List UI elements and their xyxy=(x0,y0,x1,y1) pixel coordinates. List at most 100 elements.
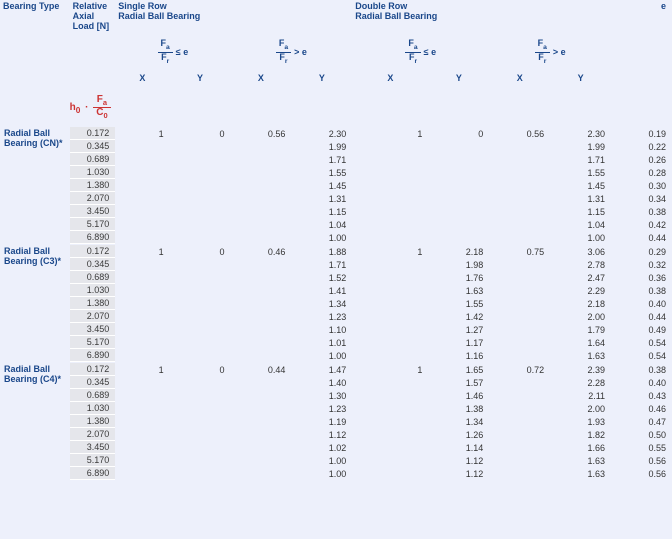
data-cell: 2.18 xyxy=(428,245,489,258)
data-cell: 0.38 xyxy=(611,363,672,376)
data-cell: 1.57 xyxy=(428,376,489,389)
data-cell xyxy=(230,415,291,428)
data-cell: 1.19 xyxy=(291,415,352,428)
data-cell xyxy=(489,402,550,415)
data-cell: 1.40 xyxy=(291,376,352,389)
data-cell xyxy=(489,153,550,166)
data-cell: 1.34 xyxy=(428,415,489,428)
data-cell xyxy=(489,258,550,271)
relative-load-cell: 2.070 xyxy=(70,192,116,205)
data-cell: 1.00 xyxy=(291,349,352,362)
data-cell: 1.12 xyxy=(291,428,352,441)
data-cell xyxy=(230,454,291,467)
data-cell xyxy=(115,323,169,336)
table-row: 5.1701.001.121.630.56 xyxy=(0,454,672,467)
hdr-e: e xyxy=(611,0,672,35)
relative-load-cell: 0.345 xyxy=(70,258,116,271)
data-cell: 0 xyxy=(428,127,489,140)
relative-load-cell: 3.450 xyxy=(70,205,116,218)
relative-load-cell: 0.689 xyxy=(70,153,116,166)
data-cell: 0.55 xyxy=(611,441,672,454)
data-cell xyxy=(230,336,291,349)
relative-load-cell: 0.172 xyxy=(70,245,116,258)
data-cell: 1.71 xyxy=(291,258,352,271)
data-cell xyxy=(230,467,291,480)
data-cell: 1.04 xyxy=(291,218,352,231)
relative-load-cell: 1.030 xyxy=(70,402,116,415)
bearing-factor-table: Bearing Type Relative Axial Load [N] Sin… xyxy=(0,0,672,481)
data-cell xyxy=(489,179,550,192)
data-cell: 0.46 xyxy=(230,245,291,258)
relative-load-cell: 0.345 xyxy=(70,376,116,389)
hdr-y: Y xyxy=(170,71,231,89)
data-cell xyxy=(352,349,428,362)
data-cell xyxy=(170,389,231,402)
data-cell xyxy=(352,297,428,310)
data-cell xyxy=(170,467,231,480)
relative-load-cell: 2.070 xyxy=(70,310,116,323)
table-row: Radial Ball Bearing (C3)*0.172100.461.88… xyxy=(0,245,672,258)
data-cell xyxy=(489,428,550,441)
data-cell: 1 xyxy=(115,363,169,376)
data-cell xyxy=(428,231,489,244)
data-cell xyxy=(115,389,169,402)
data-cell: 2.29 xyxy=(550,284,611,297)
data-cell xyxy=(170,454,231,467)
data-cell xyxy=(170,153,231,166)
data-cell xyxy=(115,310,169,323)
data-cell: 1.26 xyxy=(428,428,489,441)
data-cell: 1.63 xyxy=(550,349,611,362)
relative-load-cell: 6.890 xyxy=(70,467,116,480)
table-row: 1.3801.341.552.180.40 xyxy=(0,297,672,310)
data-cell xyxy=(352,192,428,205)
data-cell xyxy=(489,284,550,297)
data-cell: 1.71 xyxy=(291,153,352,166)
data-cell xyxy=(115,454,169,467)
data-cell: 0.72 xyxy=(489,363,550,376)
data-cell xyxy=(489,271,550,284)
data-cell xyxy=(115,349,169,362)
data-cell: 1.02 xyxy=(291,441,352,454)
hdr-bearing-type: Bearing Type xyxy=(0,0,70,35)
relative-load-cell: 1.380 xyxy=(70,179,116,192)
data-cell: 1 xyxy=(115,245,169,258)
data-cell: 1.71 xyxy=(550,153,611,166)
data-cell xyxy=(230,153,291,166)
data-cell xyxy=(489,218,550,231)
data-cell xyxy=(115,415,169,428)
data-cell: 0.30 xyxy=(611,179,672,192)
table-row: 0.3451.401.572.280.40 xyxy=(0,376,672,389)
data-cell xyxy=(115,258,169,271)
data-cell: 1.45 xyxy=(291,179,352,192)
relative-load-cell: 3.450 xyxy=(70,441,116,454)
data-cell: 0.46 xyxy=(611,402,672,415)
data-cell xyxy=(230,140,291,153)
data-cell xyxy=(352,467,428,480)
data-cell xyxy=(489,310,550,323)
data-cell: 2.30 xyxy=(550,127,611,140)
data-cell: 0 xyxy=(170,245,231,258)
data-cell: 3.06 xyxy=(550,245,611,258)
relative-load-cell: 2.070 xyxy=(70,428,116,441)
data-cell xyxy=(115,166,169,179)
data-cell: 0.43 xyxy=(611,389,672,402)
data-cell xyxy=(489,205,550,218)
relative-load-cell: 0.689 xyxy=(70,271,116,284)
hdr-double-le: FaFr≤ e xyxy=(352,35,489,71)
data-cell: 0.22 xyxy=(611,140,672,153)
data-cell xyxy=(230,271,291,284)
data-cell xyxy=(489,140,550,153)
data-cell: 0.47 xyxy=(611,415,672,428)
data-cell xyxy=(489,467,550,480)
data-cell: 1.34 xyxy=(291,297,352,310)
table-row: 1.3801.191.341.930.47 xyxy=(0,415,672,428)
table-row: 1.0301.411.632.290.38 xyxy=(0,284,672,297)
data-cell: 1.63 xyxy=(550,454,611,467)
data-cell: 1.00 xyxy=(291,467,352,480)
data-cell xyxy=(489,297,550,310)
data-cell: 1.00 xyxy=(291,454,352,467)
table-row: Radial Ball Bearing (CN)*0.172100.562.30… xyxy=(0,127,672,140)
data-cell xyxy=(230,284,291,297)
table-row: 3.4501.101.271.790.49 xyxy=(0,323,672,336)
data-cell: 1.99 xyxy=(550,140,611,153)
